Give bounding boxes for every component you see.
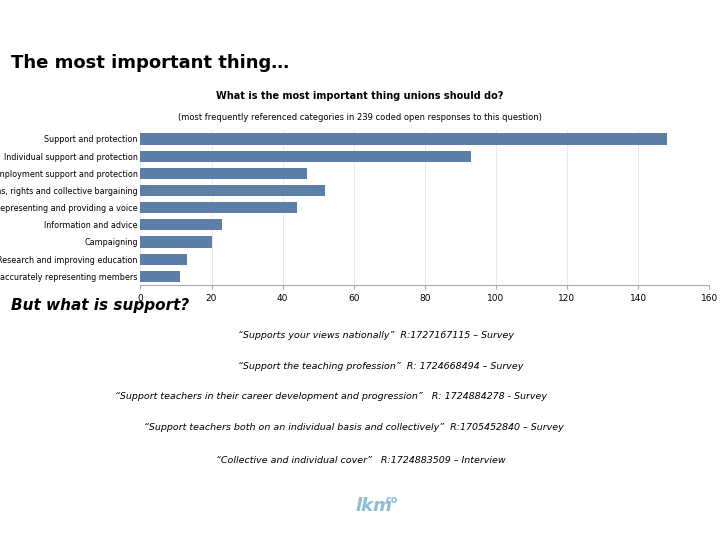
- Bar: [140, 185, 325, 196]
- Bar: [140, 254, 186, 265]
- Bar: [140, 202, 297, 213]
- Text: co: co: [385, 495, 397, 505]
- Text: “Excellent grasp of the sector & beyond” – “Evidence based opinions”: “Excellent grasp of the sector & beyond”…: [166, 32, 554, 42]
- Bar: [140, 168, 307, 179]
- Text: “Supports your views nationally”  R:1727167115 – Survey: “Supports your views nationally” R:17271…: [238, 331, 513, 340]
- Bar: [140, 271, 179, 282]
- Text: “The sharpest eyes in education” - “Outstanding support” - “A measurable improve: “The sharpest eyes in education” - “Outs…: [48, 10, 672, 20]
- Bar: [140, 219, 222, 231]
- Bar: [140, 151, 471, 161]
- Text: linfo@lkmco.org - +44(0)7793 370459 - @LKMco – www.lkmco.org.uk: linfo@lkmco.org - +44(0)7793 370459 - @L…: [238, 531, 482, 538]
- Text: “Support teachers both on an individual basis and collectively”  R:1705452840 – : “Support teachers both on an individual …: [144, 423, 564, 432]
- Text: lkm: lkm: [355, 497, 392, 515]
- Bar: [140, 237, 212, 247]
- Text: The most important thing…: The most important thing…: [11, 55, 289, 72]
- Text: But what is support?: But what is support?: [11, 298, 189, 313]
- Bar: [140, 133, 667, 145]
- Text: What is the most important thing unions should do?: What is the most important thing unions …: [216, 91, 504, 101]
- Text: “Society should ensure that all children and young people receive the support th: “Society should ensure that all children…: [112, 521, 608, 526]
- Text: (most frequently referenced categories in 239 coded open responses to this quest: (most frequently referenced categories i…: [178, 113, 542, 122]
- Text: “Collective and individual cover”   R:1724883509 – Interview: “Collective and individual cover” R:1724…: [216, 456, 505, 465]
- Text: “Support the teaching profession”  R: 1724668494 – Survey: “Support the teaching profession” R: 172…: [238, 362, 523, 370]
- Text: “Support teachers in their career development and progression”   R: 1724884278 -: “Support teachers in their career develo…: [115, 393, 547, 401]
